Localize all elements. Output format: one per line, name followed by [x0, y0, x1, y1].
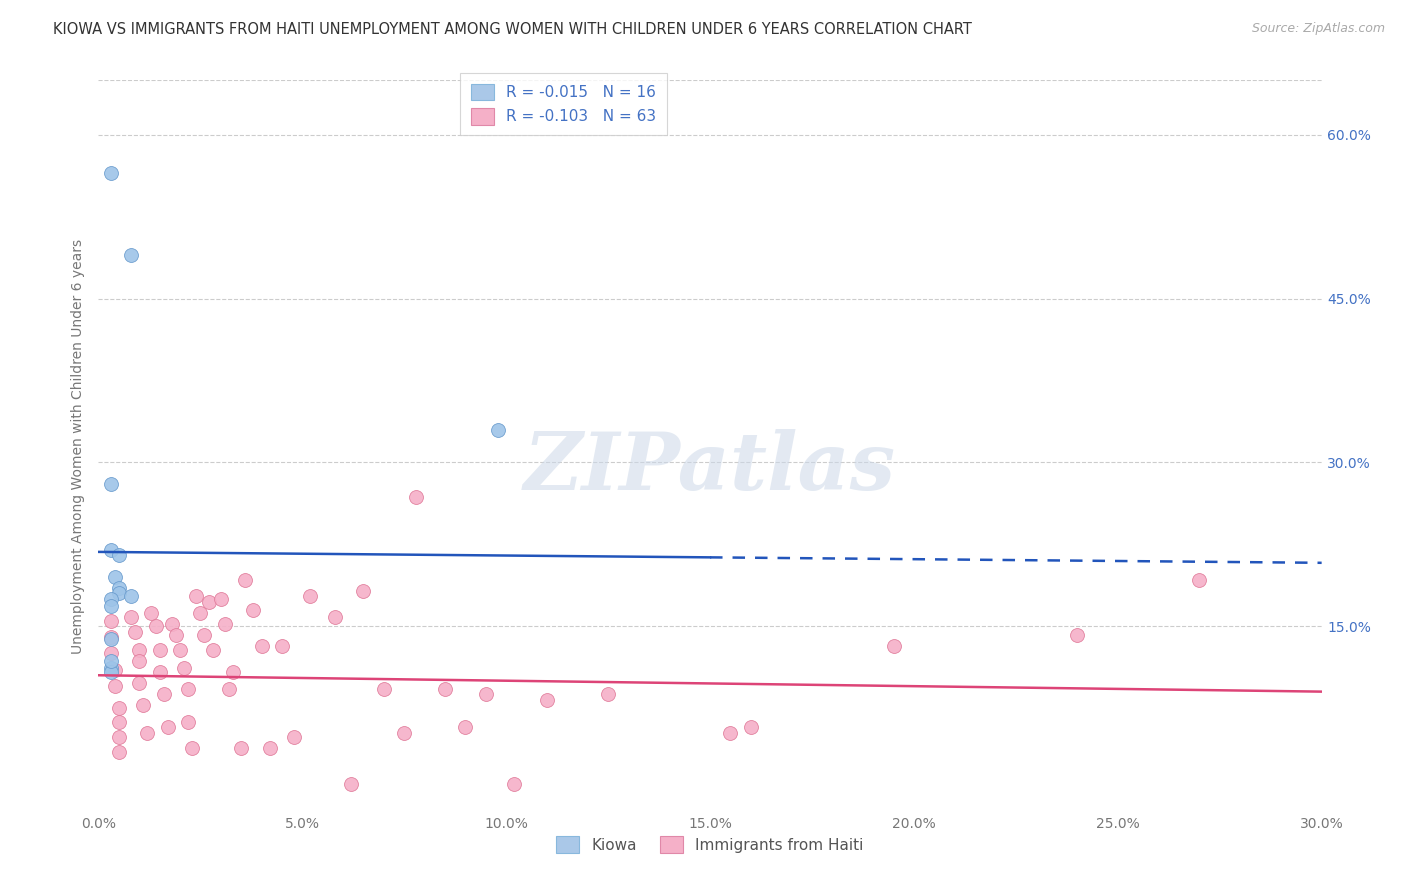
- Point: [222, 665, 245, 679]
- Point: [352, 584, 374, 599]
- Y-axis label: Unemployment Among Women with Children Under 6 years: Unemployment Among Women with Children U…: [72, 238, 86, 654]
- Point: [231, 741, 253, 756]
- Point: [104, 570, 127, 584]
- Point: [454, 720, 477, 734]
- Point: [100, 599, 122, 614]
- Point: [474, 687, 498, 701]
- Point: [104, 663, 127, 677]
- Point: [392, 726, 416, 740]
- Point: [128, 676, 150, 690]
- Point: [100, 632, 122, 647]
- Point: [405, 491, 427, 505]
- Point: [100, 660, 122, 674]
- Point: [100, 665, 122, 679]
- Point: [242, 603, 264, 617]
- Point: [177, 715, 200, 730]
- Point: [270, 639, 294, 653]
- Point: [100, 166, 122, 180]
- Point: [181, 741, 204, 756]
- Point: [197, 595, 219, 609]
- Point: [283, 731, 305, 745]
- Legend: Kiowa, Immigrants from Haiti: Kiowa, Immigrants from Haiti: [550, 830, 870, 859]
- Point: [108, 745, 131, 759]
- Point: [156, 720, 179, 734]
- Point: [108, 715, 131, 730]
- Point: [100, 647, 122, 661]
- Point: [152, 687, 174, 701]
- Point: [193, 628, 215, 642]
- Point: [250, 639, 273, 653]
- Point: [214, 616, 236, 631]
- Point: [883, 639, 905, 653]
- Point: [108, 586, 131, 600]
- Point: [100, 654, 122, 668]
- Point: [104, 679, 127, 693]
- Point: [145, 619, 167, 633]
- Point: [1188, 574, 1211, 588]
- Point: [434, 682, 457, 697]
- Point: [128, 643, 150, 657]
- Point: [299, 589, 322, 603]
- Point: [108, 731, 131, 745]
- Point: [149, 665, 172, 679]
- Point: [598, 687, 620, 701]
- Point: [503, 777, 526, 791]
- Point: [188, 606, 212, 620]
- Point: [100, 614, 122, 628]
- Point: [100, 542, 122, 557]
- Point: [136, 726, 159, 740]
- Point: [100, 591, 122, 606]
- Point: [141, 606, 163, 620]
- Point: [323, 610, 346, 624]
- Point: [373, 682, 395, 697]
- Point: [124, 624, 146, 639]
- Point: [340, 777, 363, 791]
- Point: [718, 726, 742, 740]
- Point: [120, 248, 142, 262]
- Point: [128, 654, 150, 668]
- Point: [100, 477, 122, 491]
- Point: [201, 643, 224, 657]
- Point: [108, 581, 131, 595]
- Text: Source: ZipAtlas.com: Source: ZipAtlas.com: [1251, 22, 1385, 36]
- Point: [259, 741, 281, 756]
- Point: [120, 610, 142, 624]
- Point: [740, 720, 762, 734]
- Text: KIOWA VS IMMIGRANTS FROM HAITI UNEMPLOYMENT AMONG WOMEN WITH CHILDREN UNDER 6 YE: KIOWA VS IMMIGRANTS FROM HAITI UNEMPLOYM…: [53, 22, 973, 37]
- Point: [149, 643, 172, 657]
- Point: [108, 701, 131, 715]
- Point: [536, 693, 558, 707]
- Point: [177, 682, 200, 697]
- Point: [209, 591, 232, 606]
- Point: [233, 574, 256, 588]
- Point: [100, 630, 122, 644]
- Text: ZIPatlas: ZIPatlas: [524, 429, 896, 507]
- Point: [108, 548, 131, 562]
- Point: [169, 643, 191, 657]
- Point: [160, 616, 183, 631]
- Point: [186, 589, 208, 603]
- Point: [173, 660, 195, 674]
- Point: [1066, 628, 1088, 642]
- Point: [218, 682, 240, 697]
- Point: [165, 628, 187, 642]
- Point: [120, 589, 142, 603]
- Point: [132, 698, 155, 712]
- Point: [486, 423, 509, 437]
